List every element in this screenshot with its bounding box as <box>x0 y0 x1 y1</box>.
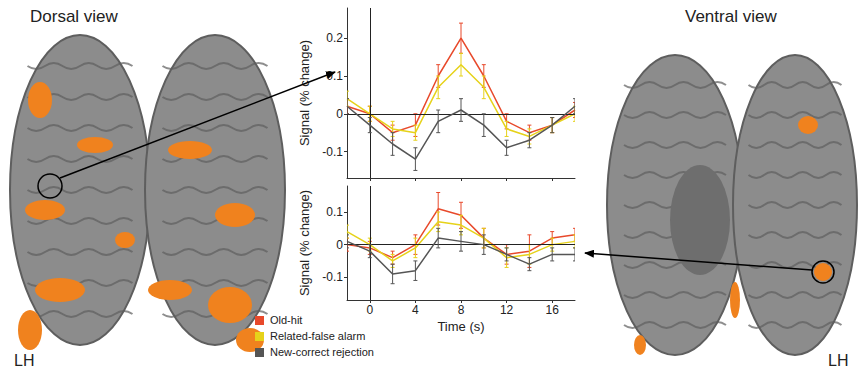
svg-text:-0.1: -0.1 <box>322 145 343 159</box>
svg-text:0: 0 <box>336 238 343 252</box>
svg-text:0: 0 <box>336 107 343 121</box>
svg-text:4: 4 <box>412 303 419 317</box>
html-text:New-correct rejection: New-correct rejection <box>270 346 374 358</box>
html-text:Old-hit: Old-hit <box>270 314 303 326</box>
svg-text:Signal (% change): Signal (% change) <box>297 190 312 296</box>
svg-text:LH: LH <box>14 352 34 369</box>
svg-text:LH: LH <box>828 352 848 369</box>
svg-text:12: 12 <box>500 303 514 317</box>
svg-text:Ventral view: Ventral view <box>685 7 777 26</box>
svg-text:16: 16 <box>546 303 560 317</box>
svg-text:0.1: 0.1 <box>326 69 343 83</box>
html-text:Related-false alarm: Related-false alarm <box>270 330 366 342</box>
svg-text:8: 8 <box>458 303 465 317</box>
svg-text:0: 0 <box>366 303 373 317</box>
svg-text:0.1: 0.1 <box>326 205 343 219</box>
svg-text:Signal (% change): Signal (% change) <box>297 40 312 146</box>
svg-text:0.2: 0.2 <box>326 31 343 45</box>
svg-text:-0.1: -0.1 <box>322 270 343 284</box>
svg-text:Time (s): Time (s) <box>437 319 484 334</box>
svg-text:Dorsal view: Dorsal view <box>30 7 119 26</box>
